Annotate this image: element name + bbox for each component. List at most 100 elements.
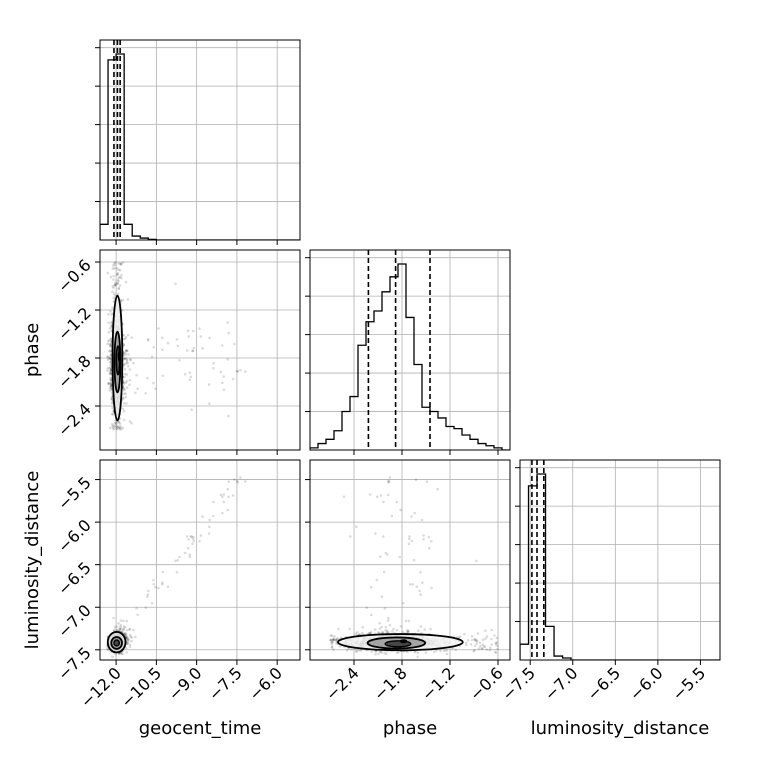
y-tick-label: −5.5 — [54, 473, 95, 514]
scatter-point — [368, 631, 372, 635]
scatter-point — [108, 360, 112, 364]
scatter-point — [118, 627, 122, 631]
scatter-point — [355, 649, 358, 652]
scatter-point — [107, 321, 110, 325]
scatter-point — [383, 651, 386, 655]
scatter-point — [490, 637, 493, 641]
scatter-point — [178, 359, 181, 362]
axes-frame — [99, 249, 301, 451]
scatter-point — [125, 635, 128, 638]
scatter-point — [212, 500, 215, 504]
scatter-point — [124, 392, 127, 395]
scatter-point — [239, 368, 242, 372]
scatter-point — [126, 640, 130, 643]
scatter-point — [146, 338, 150, 341]
scatter-point — [208, 518, 211, 522]
x-tick-label: −6.0 — [626, 663, 667, 704]
scatter-point — [146, 376, 149, 380]
scatter-point — [427, 535, 431, 539]
scatter-point — [111, 413, 115, 416]
scatter-point — [429, 627, 432, 631]
scatter-point — [369, 585, 373, 589]
scatter-point — [208, 525, 211, 528]
scatter-point — [132, 361, 135, 365]
scatter-point — [413, 511, 416, 515]
scatter-point — [191, 542, 194, 545]
scatter-point — [118, 627, 121, 631]
scatter-point — [199, 534, 203, 537]
scatter-point — [354, 632, 358, 635]
scatter-point — [115, 282, 118, 286]
scatter-point — [355, 525, 358, 528]
scatter-point — [124, 335, 128, 339]
scatter-point — [188, 378, 192, 382]
scatter-point — [110, 397, 113, 400]
scatter-point — [227, 495, 230, 499]
scatter-point — [472, 649, 476, 653]
scatter-point — [112, 261, 116, 265]
scatter-point — [212, 361, 215, 365]
scatter-point — [125, 379, 129, 383]
scatter-point — [107, 313, 110, 316]
scatter-point — [146, 593, 150, 596]
scatter-point — [109, 366, 112, 369]
scatter-point — [122, 387, 126, 391]
scatter-point — [395, 628, 399, 632]
scatter-point — [445, 652, 449, 656]
scatter-point — [226, 487, 229, 491]
scatter-point — [332, 637, 335, 640]
scatter-point — [466, 639, 470, 642]
scatter-point — [470, 634, 474, 638]
histogram — [310, 250, 510, 450]
scatter-point — [116, 278, 120, 282]
scatter-point — [335, 638, 339, 641]
scatter-point — [419, 625, 423, 628]
scatter-point — [106, 271, 110, 275]
scatter-point — [399, 625, 403, 628]
scatter-point — [126, 642, 130, 645]
scatter-point — [189, 535, 193, 538]
scatter-point — [123, 388, 126, 392]
scatter-point — [378, 622, 382, 625]
scatter-point — [126, 365, 130, 368]
scatter-point — [422, 534, 425, 537]
x-tick-label: −5.5 — [668, 663, 709, 704]
scatter-point — [454, 648, 458, 652]
scatter-point — [112, 428, 115, 431]
x-axis-label-geocent-time: geocent_time — [139, 718, 262, 739]
scatter-point — [481, 638, 485, 641]
axes-frame — [99, 459, 301, 661]
scatter-point — [387, 480, 390, 483]
scatter-point — [144, 392, 148, 395]
scatter-point — [187, 335, 190, 338]
scatter-point — [406, 630, 409, 634]
scatter-point — [115, 628, 119, 632]
scatter-point — [484, 637, 487, 640]
scatter-point — [113, 283, 117, 287]
scatter-point — [401, 601, 405, 605]
scatter-points — [329, 476, 499, 659]
scatter-point — [381, 630, 384, 634]
scatter-point — [490, 643, 494, 646]
scatter-point — [388, 476, 392, 479]
scatter-point — [236, 370, 239, 373]
scatter-point — [212, 366, 215, 370]
scatter-point — [342, 495, 346, 499]
scatter-point — [221, 381, 224, 385]
scatter-point — [123, 625, 127, 629]
scatter-point — [407, 630, 410, 633]
x-axis-label-luminosity-distance: luminosity_distance — [531, 718, 710, 739]
scatter-point — [106, 342, 109, 346]
density-contours — [337, 633, 464, 652]
scatter-point — [493, 634, 496, 637]
gridlines — [310, 250, 510, 450]
scatter-point — [408, 537, 411, 541]
scatter-point — [107, 357, 111, 360]
scatter-point — [161, 583, 164, 586]
scatter-point — [109, 310, 112, 313]
scatter-point — [212, 514, 215, 518]
scatter-point — [119, 428, 123, 431]
scatter-point — [443, 649, 446, 652]
scatter-point — [109, 367, 113, 371]
scatter-point — [113, 421, 117, 425]
